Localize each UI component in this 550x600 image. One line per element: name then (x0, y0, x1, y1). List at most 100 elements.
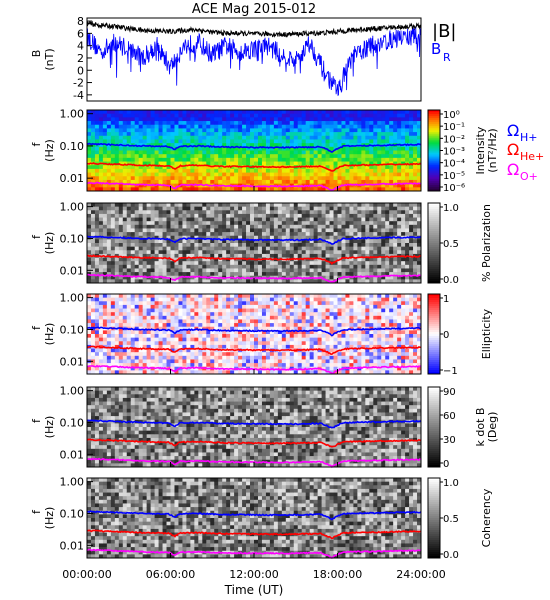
freq-ylabel: f (30, 418, 43, 423)
spectrogram-kdotb (87, 387, 422, 468)
colorbar-coherency: 1.0 0.5 0.0 Coherency (427, 477, 493, 561)
colorbar-unit-kdotb: (Deg) (486, 412, 499, 443)
colorbar-tick-label: 10⁻¹ (443, 122, 465, 133)
x-tick-label: 00:00:00 (62, 568, 111, 581)
freq-tick-label: 1.00 (60, 385, 85, 398)
x-tick-label: 12:00:00 (229, 568, 278, 581)
colorbar-unit-power: (nT²/Hz) (486, 128, 499, 172)
freq-tick-label: 0.10 (60, 507, 85, 520)
colorbar-tick-label: 10⁰ (443, 110, 460, 121)
b-ytick-label: 4 (77, 40, 84, 53)
colorbar-kdotb: 90 60 30 0 k dot B (Deg) (427, 386, 499, 470)
freq-tick-label: 1.00 (60, 476, 85, 489)
freq-yunit: (Hz) (43, 416, 56, 439)
freq-tick-label: 0.01 (60, 172, 85, 185)
colorbar-tick-label: 1.0 (443, 478, 459, 489)
colorbar-tick-label: 90 (443, 387, 456, 398)
freq-yunit: (Hz) (43, 507, 56, 530)
he-gyro-line-coherency (86, 529, 422, 540)
freq-yunit: (Hz) (43, 323, 56, 346)
colorbar-polarization: 1.0 0.5 0.0 % Polarization (427, 202, 493, 286)
freq-tick-label: 1.00 (60, 201, 85, 214)
panel-kdotb: 1.00 0.10 0.01 f (Hz) 90 60 30 0 k dot B (Deg) (30, 385, 499, 470)
freq-ylabel: f (30, 141, 43, 146)
colorbar-frame (427, 386, 441, 468)
spectrogram-power (87, 110, 422, 192)
panel-polarization: 1.00 0.10 0.01 f (Hz) 1.0 0.5 0.0 % Polarization (30, 201, 493, 286)
freq-tick-label: 0.10 (60, 232, 85, 245)
legend-ion-he: He+ (520, 150, 544, 163)
colorbar-tick-label: 0.0 (443, 275, 459, 286)
b-ytick-label: 8 (77, 15, 84, 28)
legend-br: B (431, 40, 441, 58)
h-gyro-line-kdotb (86, 419, 422, 429)
spectrogram-ellipticity (87, 294, 422, 375)
x-axis-label: Time (UT) (224, 583, 284, 597)
colorbar-tick-label: 30 (443, 435, 456, 446)
colorbar-tick-label: 60 (443, 411, 456, 422)
he-gyro-line-kdotb (86, 438, 422, 448)
panel-coherency: 1.00 0.10 0.01 f (Hz) 1.0 0.5 0.0 Coherency (30, 476, 493, 561)
b-ytick-label: 6 (77, 27, 84, 40)
series-bmag-line (86, 20, 422, 38)
series-br-line (86, 27, 422, 97)
b-ytick-label: 0 (77, 64, 84, 77)
x-tick-label: 24:00:00 (396, 568, 445, 581)
he-gyro-line-ellipticity (86, 345, 422, 356)
colorbar-tick-label: 0.0 (443, 550, 459, 561)
freq-tick-label: 0.10 (60, 140, 85, 153)
o-gyro-line-coherency (86, 548, 422, 560)
freq-yunit: (Hz) (43, 139, 56, 162)
colorbar-tick-label: 1 (443, 294, 449, 305)
freq-tick-label: 0.01 (60, 355, 85, 368)
h-gyro-line-coherency (86, 510, 422, 521)
colorbar-label-polarization: % Polarization (480, 204, 493, 282)
freq-tick-label: 1.00 (60, 292, 85, 305)
colorbar-ellipticity: 1 0 −1 Ellipticity (427, 293, 493, 377)
b-ytick-label: -2 (73, 77, 84, 90)
chart-title: ACE Mag 2015-012 (192, 2, 316, 17)
spectrogram-coherency (87, 478, 422, 559)
he-gyro-line-power (87, 162, 422, 172)
freq-tick-label: 0.10 (60, 416, 85, 429)
panel-ellipticity: 1.00 0.10 0.01 f (Hz) 1 0 −1 Ellipticity (30, 292, 493, 377)
colorbar-label-kdotb: k dot B (474, 408, 487, 447)
legend-ion-o: O+ (520, 170, 538, 183)
x-tick-label: 18:00:00 (313, 568, 362, 581)
colorbar-tick-label: 10⁻³ (443, 147, 465, 158)
freq-ylabel: f (30, 509, 43, 514)
h-gyro-line-power (86, 142, 422, 154)
freq-tick-label: 0.01 (60, 264, 85, 277)
freq-tick-label: 0.01 (60, 539, 85, 552)
colorbar-tick-label: 10⁻⁴ (443, 159, 465, 170)
colorbar-label-coherency: Coherency (480, 488, 493, 547)
freq-yunit: (Hz) (43, 232, 56, 255)
freq-tick-label: 1.00 (60, 108, 85, 121)
colorbar-tick-label: 10⁻⁵ (443, 171, 465, 182)
colorbar-label-power: Intensity (474, 126, 487, 174)
h-gyro-line-ellipticity (86, 326, 422, 337)
b-ytick-label: -4 (73, 89, 84, 102)
colorbar-tick-label: 0.5 (443, 239, 459, 250)
colorbar-tick-label: 10⁻⁶ (443, 183, 465, 194)
colorbar-tick-label: 0 (443, 459, 449, 470)
gyro-legend: Ω H+Ω He+Ω O+ (507, 121, 544, 183)
legend-omega-h: Ω (507, 121, 519, 140)
he-gyro-line-polarization (86, 254, 422, 265)
freq-ylabel: f (30, 325, 43, 330)
colorbar-tick-label: −1 (443, 366, 458, 377)
b-ytick-label: 2 (77, 52, 84, 65)
freq-ylabel: f (30, 234, 43, 239)
x-tick-label: 06:00:00 (146, 568, 195, 581)
legend-bmag: |B| (432, 21, 456, 42)
colorbar-label-ellipticity: Ellipticity (480, 308, 493, 359)
legend-omega-o: Ω (507, 160, 519, 179)
colorbar-tick-label: 0.5 (443, 514, 459, 525)
b-yunit: (nT) (43, 48, 56, 70)
spectrogram-polarization (87, 203, 422, 284)
freq-tick-label: 0.10 (60, 323, 85, 336)
panel-b-frame (86, 17, 422, 102)
